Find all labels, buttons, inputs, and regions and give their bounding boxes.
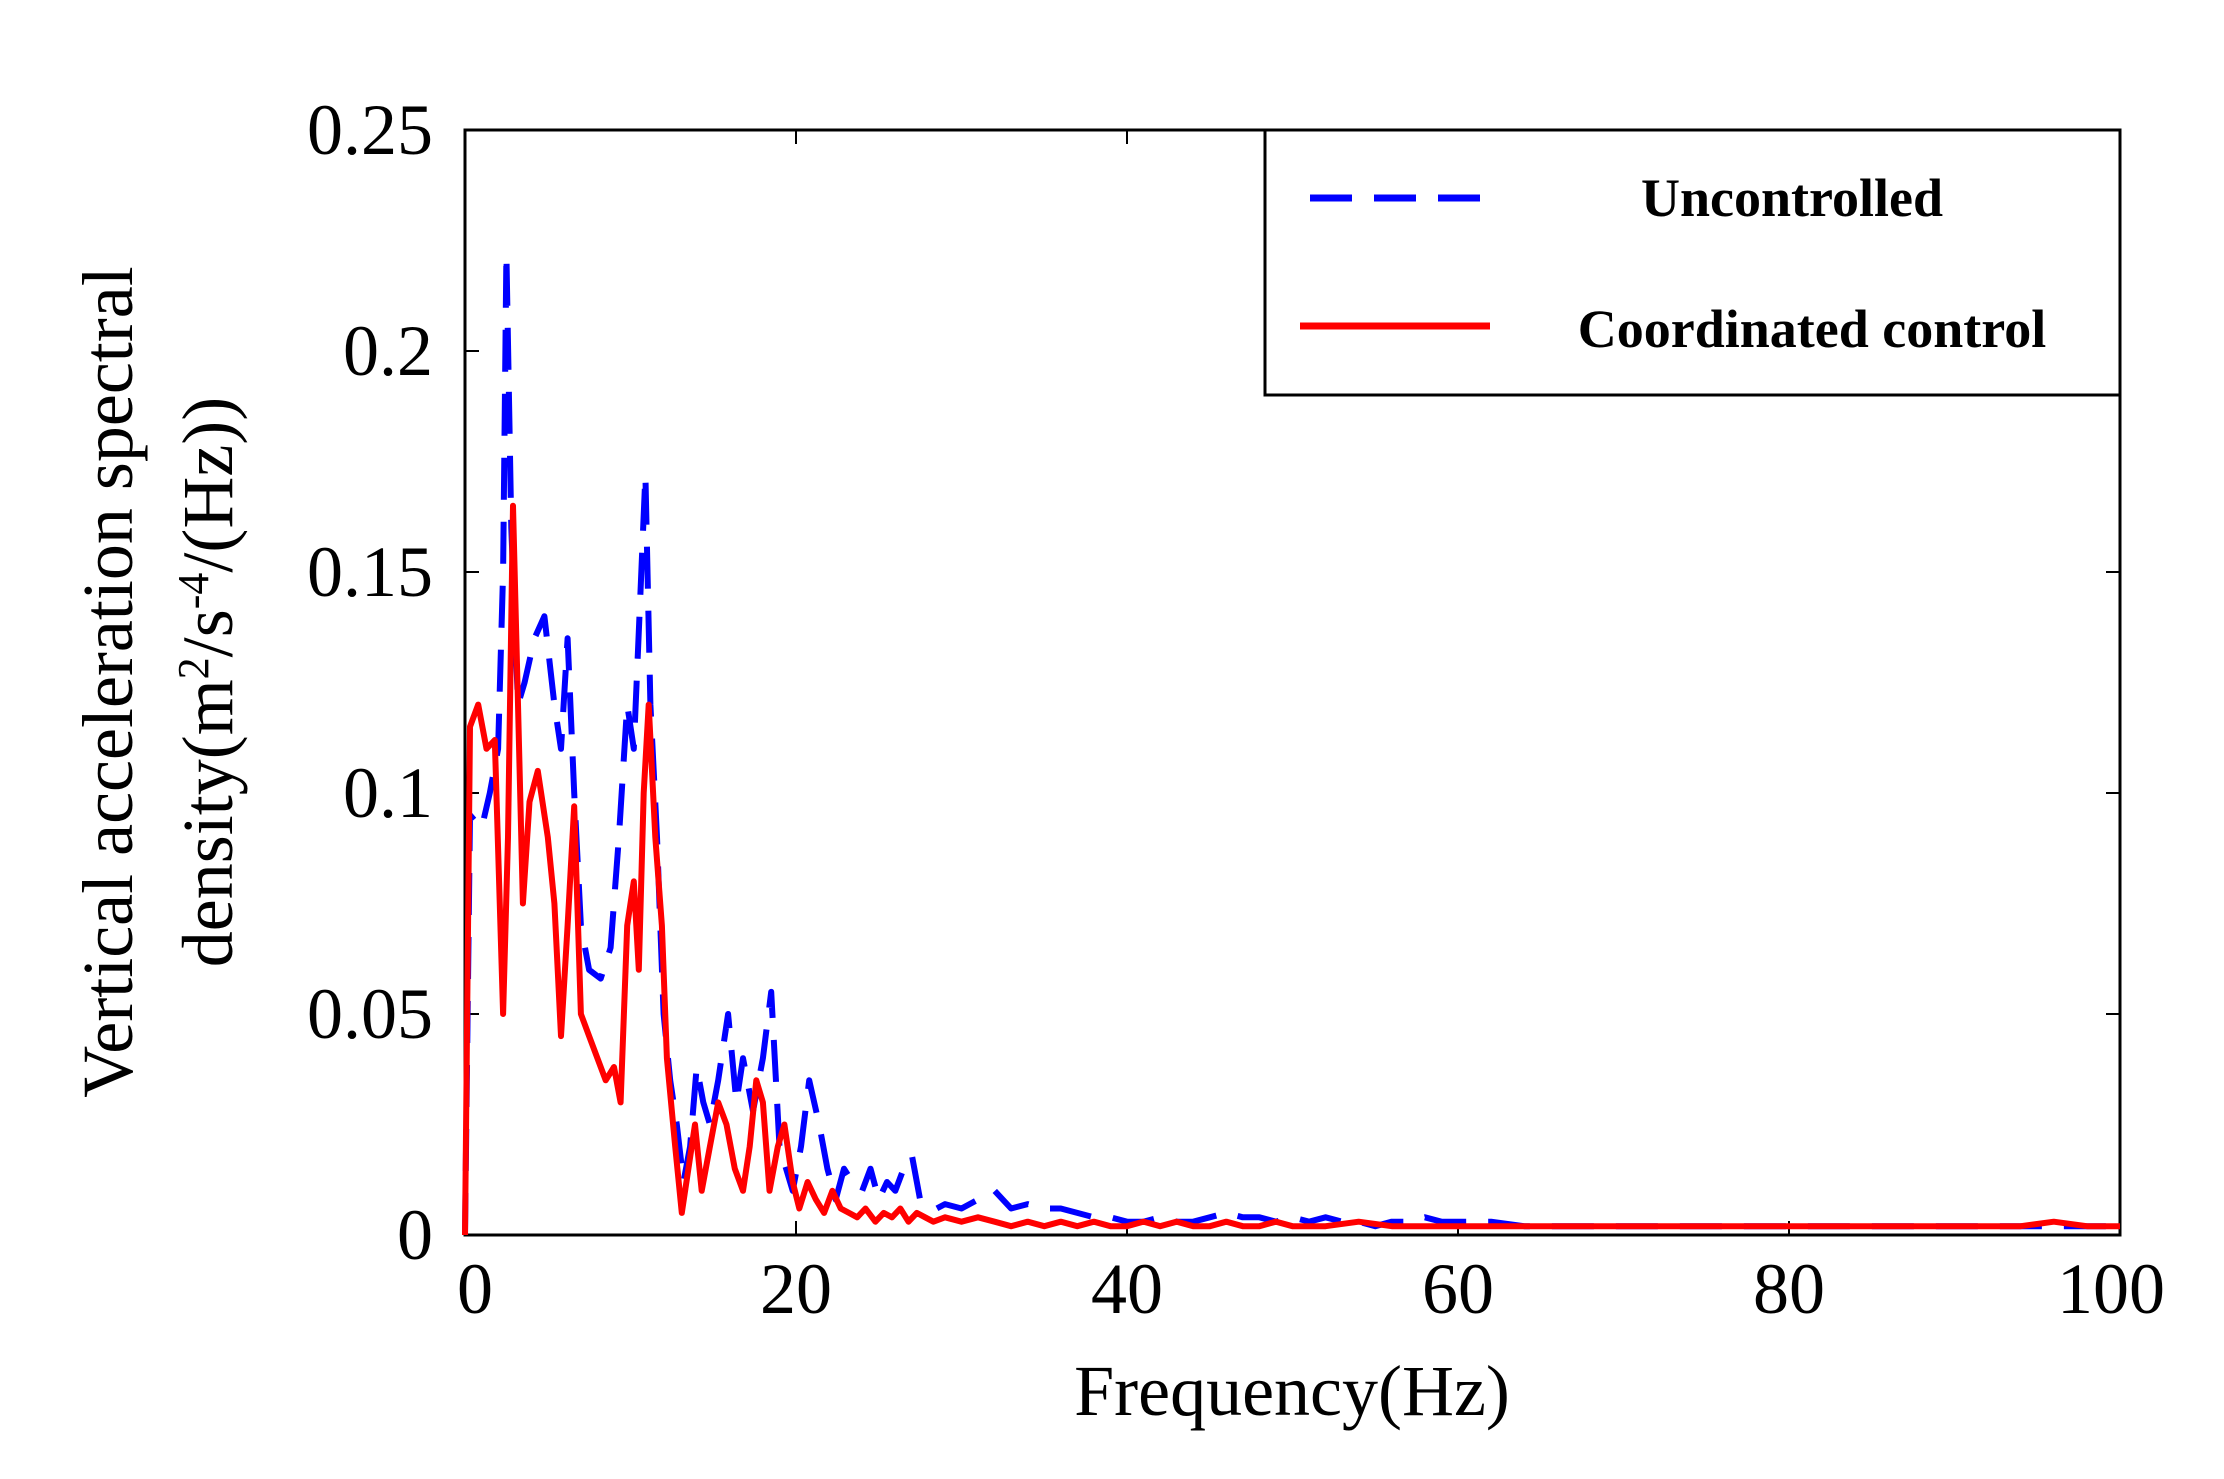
x-tick-label: 0: [457, 1249, 493, 1329]
x-tick-label: 20: [760, 1249, 832, 1329]
legend-box: [1263, 128, 2122, 397]
series-layer: [462, 250, 2120, 1236]
ylabel-suffix: /(Hz)): [168, 397, 248, 573]
ylabel-mid: /s: [168, 609, 248, 657]
legend-label-coordinated-control: Coordinated control: [1578, 299, 2047, 359]
y-tick-label: 0.1: [343, 753, 433, 833]
x-axis-ticks: 0 20 40 60 80 100: [457, 130, 2165, 1329]
y-axis-ticks: 0 0.05 0.1 0.15 0.2 0.25: [307, 90, 2120, 1275]
series-line-uncontrolled: [462, 250, 2120, 1236]
y-axis-title-line2: density(m2/s-4/(Hz)): [168, 397, 248, 968]
ylabel-prefix: density(m: [168, 679, 248, 967]
y-tick-label: 0.2: [343, 311, 433, 391]
y-tick-label: 0: [397, 1195, 433, 1275]
x-tick-label: 60: [1422, 1249, 1494, 1329]
y-tick-label: 0.15: [307, 532, 433, 612]
y-axis-title-line1: Vertical acceleration spectral: [68, 266, 148, 1097]
y-tick-label: 0.05: [307, 974, 433, 1054]
x-tick-label: 40: [1091, 1249, 1163, 1329]
ylabel-sup2: -4: [169, 573, 218, 610]
x-tick-label: 100: [2057, 1249, 2165, 1329]
y-tick-label: 0.25: [307, 90, 433, 170]
x-axis-title: Frequency(Hz): [1074, 1351, 1510, 1431]
ylabel-sup1: 2: [169, 657, 218, 679]
legend: Uncontrolled Coordinated control: [1263, 128, 2122, 397]
x-tick-label: 80: [1753, 1249, 1825, 1329]
series-line-coordinated-control: [462, 502, 2120, 1236]
legend-label-uncontrolled: Uncontrolled: [1641, 168, 1943, 228]
